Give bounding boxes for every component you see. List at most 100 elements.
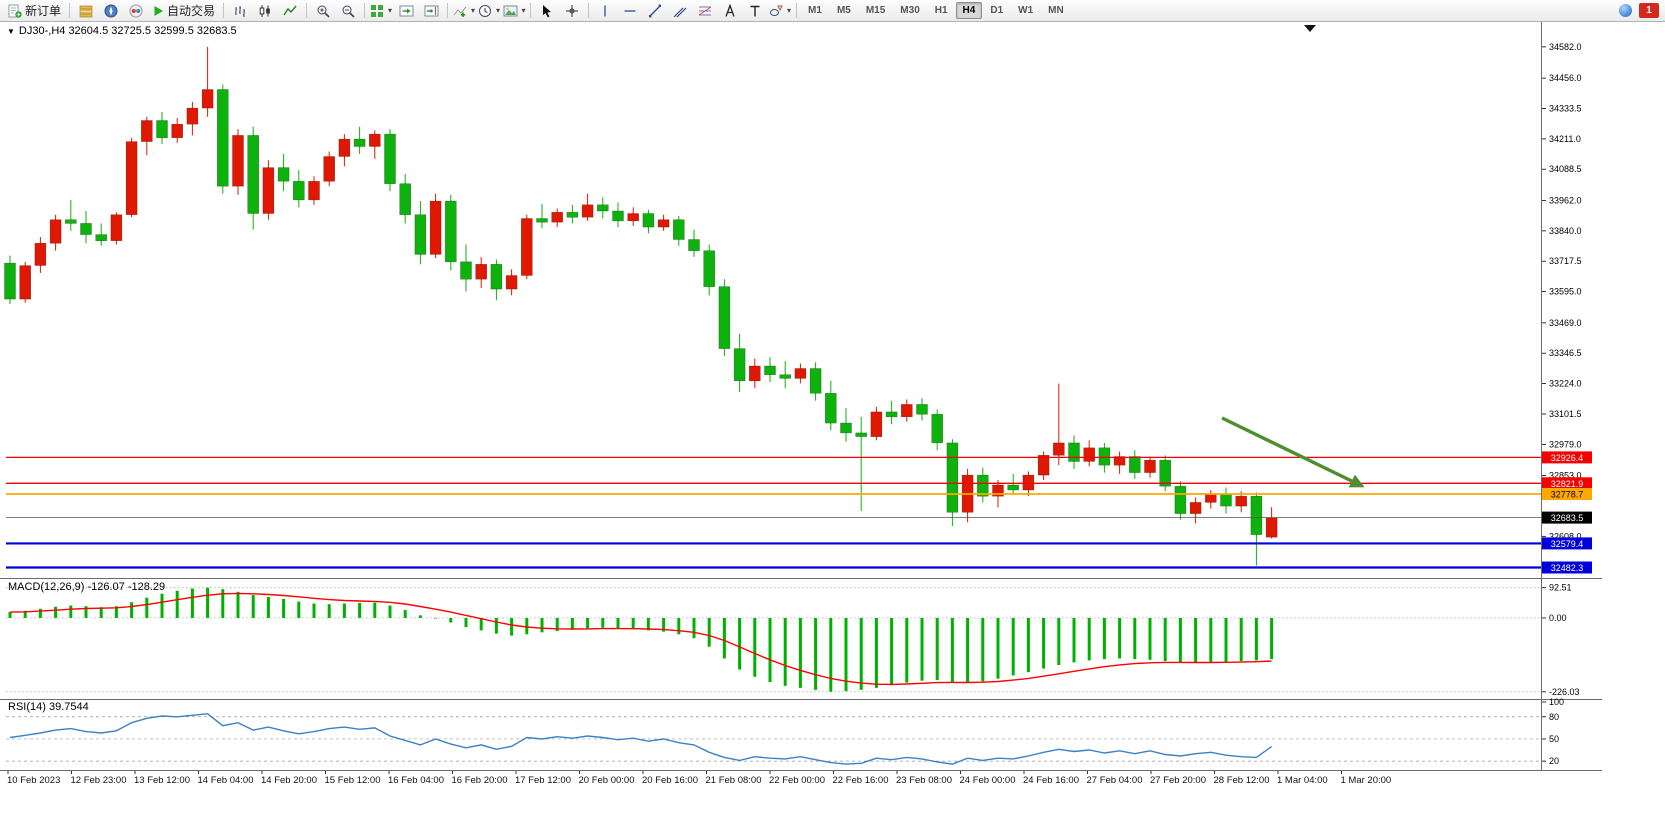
auto-scroll-button[interactable] [394, 2, 418, 20]
bar-chart-button[interactable] [228, 2, 252, 20]
toolbar: 新订单 自动交易 [0, 0, 1665, 22]
autotrading-button[interactable]: 自动交易 [149, 2, 219, 20]
candle-body [657, 219, 670, 228]
candle-body [916, 404, 928, 415]
horizontal-line-tool-button[interactable] [618, 2, 642, 20]
new-chart-button[interactable]: ▾ [369, 2, 393, 20]
periods-clock-icon [478, 4, 492, 18]
candle-body [673, 219, 685, 240]
chart-shift-marker[interactable] [1304, 25, 1316, 32]
price-axis-label: 34582.0 [1549, 42, 1582, 52]
time-axis-label: 24 Feb 16:00 [1023, 775, 1079, 786]
chart-shift-button[interactable] [419, 2, 443, 20]
candle-body [1007, 484, 1019, 491]
time-axis[interactable] [0, 771, 1542, 789]
timeframe-button-m1[interactable]: M1 [801, 2, 829, 19]
zoom-in-button[interactable] [311, 2, 335, 20]
vertical-line-tool-button[interactable] [593, 2, 617, 20]
price-axis-label: 33840.0 [1549, 226, 1582, 236]
time-axis-label: 28 Feb 12:00 [1214, 775, 1270, 786]
time-axis-label: 27 Feb 20:00 [1150, 775, 1206, 786]
rsi-scale-label: 80 [1549, 712, 1559, 722]
chevron-down-icon: ▾ [471, 6, 476, 15]
candle-body [1083, 447, 1095, 462]
price-axis-label: 33224.0 [1549, 379, 1582, 389]
connection-status-icon[interactable] [1619, 4, 1632, 17]
terminal-icon [129, 4, 143, 18]
candle-body [338, 138, 351, 157]
new-order-button[interactable]: 新订单 [4, 2, 65, 20]
line-chart-button[interactable] [278, 2, 302, 20]
time-axis-label: 10 Feb 2023 [7, 775, 60, 786]
shapes-tool-button[interactable]: ▾ [768, 2, 792, 20]
candle-body [125, 141, 138, 215]
price-marker-box [1542, 477, 1592, 490]
candle-body [460, 261, 472, 280]
candle-body [536, 218, 548, 223]
trendline-tool-button[interactable] [643, 2, 667, 20]
candle-body [764, 365, 776, 375]
price-marker-label: 32482.3 [1551, 563, 1584, 573]
toolbar-separator [796, 3, 798, 18]
candle-body [384, 133, 396, 184]
timeframe-button-h1[interactable]: H1 [928, 2, 955, 19]
indicators-button[interactable]: ▾ [452, 2, 476, 20]
candlestick-chart-button[interactable] [253, 2, 277, 20]
candle-body [262, 167, 275, 214]
price-marker-label: 32683.5 [1551, 513, 1584, 523]
timeframe-button-w1[interactable]: W1 [1011, 2, 1040, 19]
price-axis[interactable] [1542, 22, 1602, 770]
cursor-button[interactable] [535, 2, 559, 20]
price-axis-label: 33962.0 [1549, 196, 1582, 206]
trend-arrow-annotation[interactable] [1221, 416, 1365, 488]
candle-body [688, 239, 700, 251]
price-marker-box [1542, 451, 1592, 464]
one-click-trading-toggle[interactable]: ▼ [7, 27, 15, 36]
candle-body [34, 242, 47, 266]
candle-body [1037, 455, 1050, 476]
templates-button[interactable]: ▾ [502, 2, 526, 20]
text-tool-button[interactable] [718, 2, 742, 20]
terminal-button[interactable] [124, 2, 148, 20]
fibonacci-tool-button[interactable] [693, 2, 717, 20]
crosshair-button[interactable] [560, 2, 584, 20]
time-axis-label: 24 Feb 00:00 [960, 775, 1016, 786]
macd-signal-line [9, 592, 1272, 686]
candle-body [95, 234, 107, 242]
time-axis-label: 1 Mar 20:00 [1341, 775, 1392, 786]
price-axis-label: 34333.5 [1549, 103, 1582, 113]
candle-body [156, 120, 168, 139]
candle-body [627, 213, 639, 222]
candle-body [581, 204, 594, 218]
channel-tool-button[interactable] [668, 2, 692, 20]
market-watch-button[interactable] [74, 2, 98, 20]
periods-button[interactable]: ▾ [477, 2, 501, 20]
candle-body [80, 223, 92, 235]
candle-body [597, 204, 609, 212]
candle-body [247, 135, 259, 214]
notification-badge[interactable]: 1 [1639, 3, 1659, 18]
candle-body [612, 210, 624, 222]
timeframe-button-h4[interactable]: H4 [955, 2, 983, 19]
timeframe-button-m30[interactable]: M30 [893, 2, 926, 19]
line-chart-icon [283, 4, 297, 18]
candle-body [642, 213, 655, 228]
candle-body [1205, 493, 1217, 503]
navigator-button[interactable] [99, 2, 123, 20]
timeframe-button-m5[interactable]: M5 [830, 2, 858, 19]
timeframe-button-mn[interactable]: MN [1041, 2, 1071, 19]
price-marker-box [1542, 511, 1592, 524]
templates-icon [503, 4, 518, 18]
candle-body [110, 214, 123, 241]
text-label-tool-button[interactable] [743, 2, 767, 20]
timeframe-button-d1[interactable]: D1 [983, 2, 1010, 19]
zoom-out-button[interactable] [336, 2, 360, 20]
chevron-down-icon: ▾ [496, 6, 501, 15]
timeframe-button-m15[interactable]: M15 [859, 2, 892, 19]
candle-body [718, 286, 731, 349]
autotrading-play-icon [153, 5, 164, 17]
candle-body [505, 275, 518, 290]
candle-body [399, 183, 411, 215]
